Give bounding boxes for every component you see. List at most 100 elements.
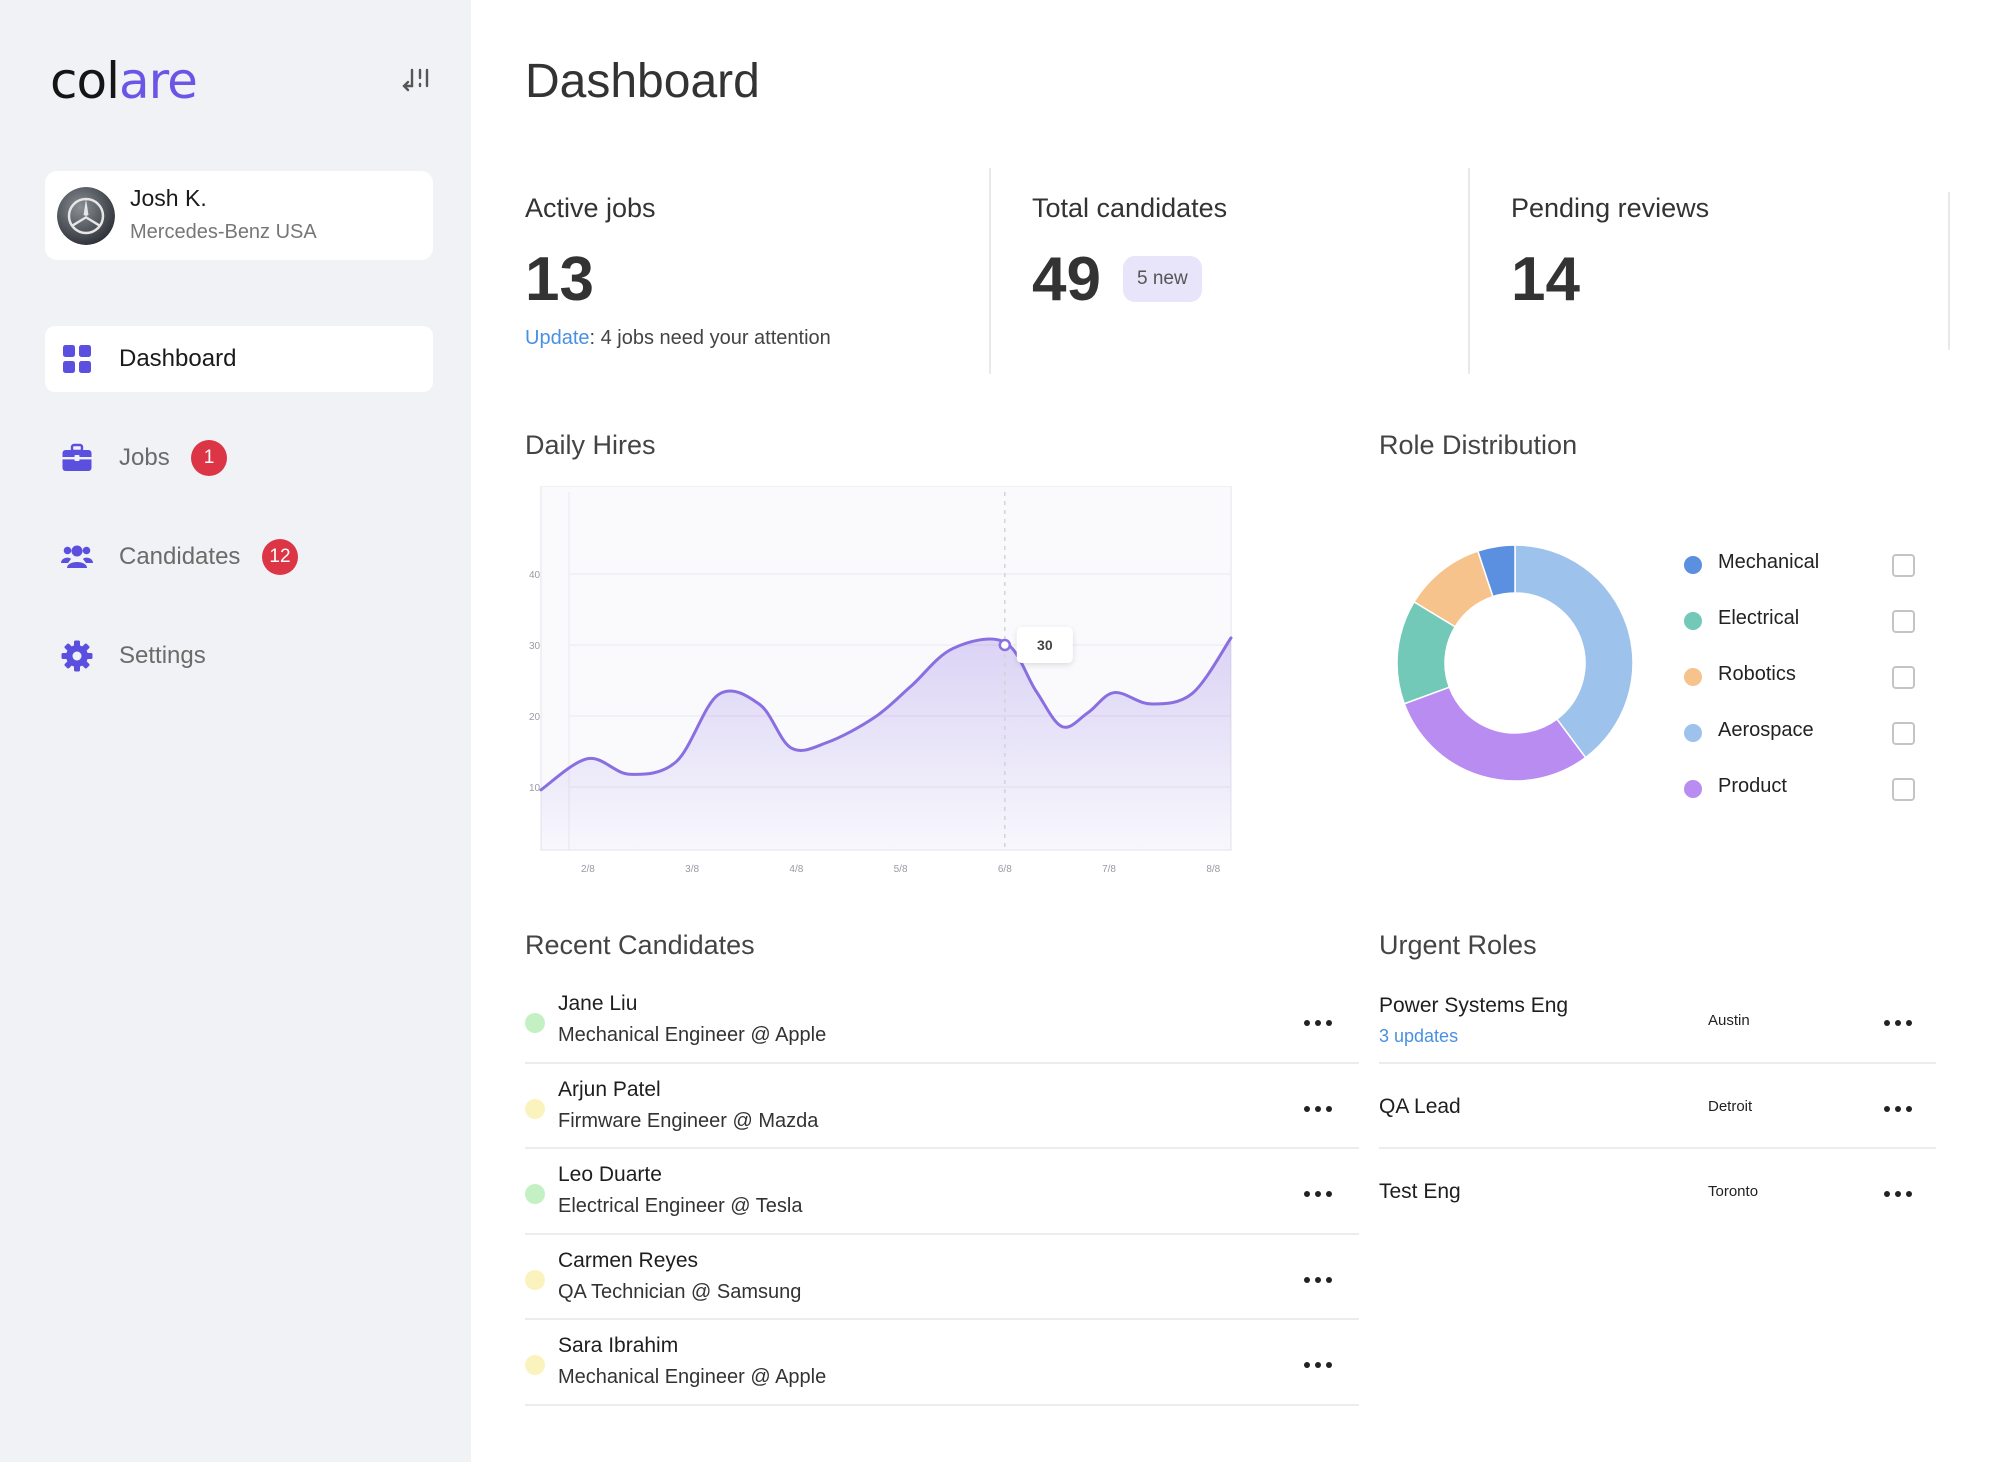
chart-tooltip: 30 bbox=[1016, 627, 1073, 663]
jobs-count-badge: 1 bbox=[191, 440, 227, 476]
update-link[interactable]: Update bbox=[525, 327, 590, 349]
stat-pending-reviews: Pending reviews 14 bbox=[1511, 168, 1931, 374]
stat-label: Active jobs bbox=[525, 193, 656, 223]
legend-checkbox[interactable] bbox=[1892, 778, 1915, 801]
legend-checkbox[interactable] bbox=[1892, 554, 1915, 577]
role-distribution-donut[interactable] bbox=[1380, 528, 1650, 798]
more-options-icon[interactable] bbox=[1884, 1099, 1914, 1119]
legend-item-electrical[interactable]: Electrical bbox=[1684, 604, 1934, 660]
stat-total-candidates: Total candidates 49 5 new bbox=[1032, 168, 1452, 374]
sidebar-item-dashboard[interactable]: Dashboard bbox=[45, 326, 433, 392]
list-item[interactable]: Jane Liu Mechanical Engineer @ Apple bbox=[525, 978, 1359, 1064]
candidate-name: Sara Ibrahim bbox=[558, 1334, 679, 1358]
status-dot bbox=[525, 1355, 545, 1376]
sidebar-item-settings[interactable]: Settings bbox=[45, 623, 433, 689]
legend-checkbox[interactable] bbox=[1892, 722, 1915, 745]
more-options-icon[interactable] bbox=[1304, 1099, 1334, 1119]
legend-label: Aerospace bbox=[1718, 719, 1814, 741]
recent-candidates-list: Jane Liu Mechanical Engineer @ Apple Arj… bbox=[525, 978, 1359, 1406]
legend-item-aerospace[interactable]: Aerospace bbox=[1684, 716, 1934, 772]
logo-text: col bbox=[50, 52, 120, 110]
profile-name: Josh K. bbox=[130, 185, 207, 211]
stat-label: Pending reviews bbox=[1511, 193, 1710, 223]
stat-divider bbox=[1468, 168, 1470, 374]
legend-swatch bbox=[1684, 668, 1702, 686]
legend-item-robotics[interactable]: Robotics bbox=[1684, 660, 1934, 716]
candidate-role: Mechanical Engineer @ Apple bbox=[558, 1366, 827, 1389]
sidebar-item-label: Settings bbox=[119, 642, 206, 669]
legend-label: Mechanical bbox=[1718, 551, 1820, 573]
legend-item-product[interactable]: Product bbox=[1684, 772, 1934, 828]
x-tick-label: 4/8 bbox=[789, 864, 803, 875]
new-candidates-pill: 5 new bbox=[1123, 256, 1202, 302]
legend-label: Electrical bbox=[1718, 607, 1800, 629]
x-tick-label: 8/8 bbox=[1206, 864, 1220, 875]
candidate-name: Arjun Patel bbox=[558, 1077, 661, 1101]
donut-slice-aerospace[interactable] bbox=[1514, 544, 1634, 759]
collapse-sidebar-button[interactable] bbox=[398, 64, 438, 100]
role-title: Power Systems Eng bbox=[1379, 994, 1569, 1017]
donut-slice-product[interactable] bbox=[1403, 686, 1587, 782]
stat-value: 14 bbox=[1511, 245, 1580, 314]
candidate-role: Mechanical Engineer @ Apple bbox=[558, 1024, 827, 1046]
status-dot bbox=[525, 1269, 545, 1290]
more-options-icon[interactable] bbox=[1304, 1270, 1334, 1290]
stat-note: Update: 4 jobs need your attention bbox=[525, 327, 831, 350]
list-item[interactable]: Sara Ibrahim Mechanical Engineer @ Apple bbox=[525, 1320, 1359, 1406]
y-tick-label: 30 bbox=[529, 641, 541, 652]
legend-checkbox[interactable] bbox=[1892, 666, 1915, 689]
stat-value: 13 bbox=[525, 245, 594, 314]
recent-candidates-title: Recent Candidates bbox=[525, 930, 755, 960]
legend-checkbox[interactable] bbox=[1892, 610, 1915, 633]
list-item[interactable]: Leo Duarte Electrical Engineer @ Tesla bbox=[525, 1149, 1359, 1235]
x-tick-label: 5/8 bbox=[894, 864, 908, 875]
candidate-role: Firmware Engineer @ Mazda bbox=[558, 1109, 819, 1132]
role-legend: Mechanical Electrical Robotics Aerospace bbox=[1684, 548, 1934, 828]
x-tick-label: 7/8 bbox=[1102, 864, 1116, 875]
x-tick-label: 6/8 bbox=[998, 864, 1012, 875]
role-title: QA Lead bbox=[1379, 1094, 1461, 1118]
y-tick-label: 10 bbox=[529, 783, 541, 794]
logo[interactable]: colare bbox=[50, 52, 198, 110]
x-tick-label: 3/8 bbox=[685, 864, 699, 875]
role-updates-link[interactable]: 3 updates bbox=[1379, 1026, 1459, 1046]
role-location: Detroit bbox=[1708, 1097, 1753, 1115]
more-options-icon[interactable] bbox=[1304, 1184, 1334, 1204]
more-options-icon[interactable] bbox=[1884, 1184, 1914, 1204]
stat-value: 49 bbox=[1032, 245, 1101, 314]
list-item[interactable]: Carmen Reyes QA Technician @ Samsung bbox=[525, 1235, 1359, 1321]
legend-item-mechanical[interactable]: Mechanical bbox=[1684, 548, 1934, 604]
stat-divider bbox=[1948, 192, 1950, 350]
tooltip-value: 30 bbox=[1037, 637, 1053, 653]
urgent-roles-list: Power Systems Eng 3 updates Austin QA Le… bbox=[1379, 978, 1936, 1235]
legend-swatch bbox=[1684, 556, 1702, 574]
legend-label: Product bbox=[1718, 775, 1787, 797]
sidebar-item-label: Candidates bbox=[119, 543, 241, 570]
profile-card[interactable]: Josh K. Mercedes-Benz USA bbox=[45, 171, 433, 260]
users-icon bbox=[61, 545, 93, 568]
daily-hires-chart[interactable]: 10 20 30 40 2/8 3/8 4/8 5/8 6/8 7/8 8/8 30 bbox=[527, 486, 1247, 886]
sidebar-item-jobs[interactable]: Jobs 1 bbox=[45, 425, 433, 491]
daily-hires-title: Daily Hires bbox=[525, 430, 656, 460]
company-logo-icon bbox=[57, 187, 115, 245]
series-line bbox=[539, 636, 1233, 792]
sidebar-item-candidates[interactable]: Candidates 12 bbox=[45, 524, 433, 590]
more-options-icon[interactable] bbox=[1884, 1013, 1914, 1033]
more-options-icon[interactable] bbox=[1304, 1013, 1334, 1033]
list-item[interactable]: QA Lead Detroit bbox=[1379, 1064, 1936, 1150]
list-item[interactable]: Power Systems Eng 3 updates Austin bbox=[1379, 978, 1936, 1064]
list-item[interactable]: Test Eng Toronto bbox=[1379, 1149, 1936, 1235]
sidebar-item-label: Jobs bbox=[119, 444, 170, 471]
logo-accent-text: are bbox=[118, 52, 198, 110]
donut-slice-mechanical[interactable] bbox=[1476, 544, 1516, 598]
highlight-point[interactable] bbox=[998, 638, 1012, 652]
list-item[interactable]: Arjun Patel Firmware Engineer @ Mazda bbox=[525, 1064, 1359, 1150]
page-title: Dashboard bbox=[525, 55, 760, 108]
more-options-icon[interactable] bbox=[1304, 1355, 1334, 1375]
candidate-name: Leo Duarte bbox=[558, 1163, 662, 1187]
area-fill bbox=[541, 637, 1231, 850]
status-dot bbox=[525, 1098, 545, 1119]
gear-icon bbox=[61, 640, 93, 672]
status-dot bbox=[525, 1013, 545, 1033]
